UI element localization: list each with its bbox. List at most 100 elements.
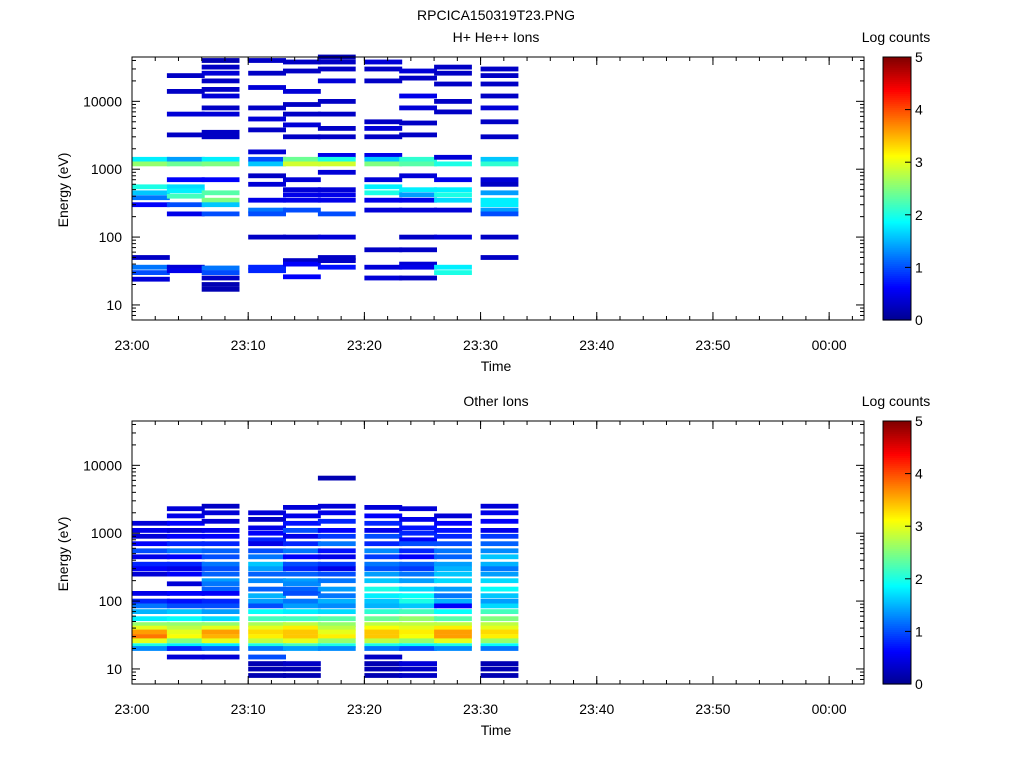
heatmap-cell xyxy=(317,541,356,547)
heatmap-cell xyxy=(248,211,286,217)
colorbar-swatch xyxy=(883,79,911,82)
heatmap-cell xyxy=(317,234,356,240)
colorbar-swatch xyxy=(883,117,911,121)
colorbar-swatch xyxy=(883,447,911,450)
colorbar-swatch xyxy=(883,552,911,556)
colorbar-swatch xyxy=(883,77,911,80)
colorbar-swatch xyxy=(883,489,911,493)
heatmap-cell xyxy=(364,126,403,131)
colorbar-swatch xyxy=(883,479,911,483)
heatmap-cell xyxy=(248,525,286,531)
heatmap-cell xyxy=(434,99,472,104)
colorbar-swatch xyxy=(883,61,911,64)
heatmap-cell xyxy=(283,533,321,539)
heatmap-cell xyxy=(434,528,472,533)
heatmap-cell xyxy=(201,603,240,609)
colorbar-swatch xyxy=(883,178,911,181)
colorbar-swatch xyxy=(883,522,911,525)
y-tick-label: 10000 xyxy=(83,457,122,473)
colorbar-swatch xyxy=(883,675,911,679)
colorbar-swatch xyxy=(883,85,911,88)
heatmap-cell xyxy=(283,666,321,672)
heatmap-cell xyxy=(248,629,286,635)
heatmap-cell xyxy=(132,184,170,190)
colorbar-swatch xyxy=(883,601,911,604)
heatmap-cell xyxy=(166,591,205,596)
heatmap-cell xyxy=(364,603,403,609)
heatmap-cell xyxy=(132,622,170,627)
colorbar-swatch xyxy=(883,299,911,303)
heatmap-cell xyxy=(166,654,205,660)
heatmap-cell xyxy=(480,666,519,672)
colorbar-swatch xyxy=(883,657,911,661)
colorbar-swatch xyxy=(883,166,911,169)
colorbar-swatch xyxy=(883,495,911,499)
colorbar-swatch xyxy=(883,214,911,218)
heatmap-cell xyxy=(317,528,356,533)
heatmap-cell xyxy=(201,541,240,547)
heatmap-cell xyxy=(364,275,403,281)
x-tick-label: 23:20 xyxy=(347,337,382,353)
colorbar-swatch xyxy=(883,586,911,590)
y-tick-label: 100 xyxy=(99,593,123,609)
colorbar-swatch xyxy=(883,174,911,177)
heatmap-cell xyxy=(399,264,437,270)
heatmap-cell xyxy=(480,571,519,577)
heatmap-cell xyxy=(283,122,321,128)
heatmap-cell xyxy=(480,616,519,622)
colorbar-swatch xyxy=(883,548,911,552)
heatmap-cell xyxy=(364,533,403,539)
heatmap-cell xyxy=(317,566,356,572)
colorbar-swatch xyxy=(883,309,911,313)
heatmap-cell xyxy=(317,169,356,175)
heatmap-cell xyxy=(434,207,472,213)
colorbar-swatch xyxy=(883,544,911,548)
colorbar-swatch xyxy=(883,265,911,268)
heatmap-cell xyxy=(434,616,472,622)
colorbar-swatch xyxy=(883,576,911,580)
heatmap-cell xyxy=(480,156,519,162)
heatmap-cell xyxy=(201,622,240,627)
colorbar-frame xyxy=(882,420,912,685)
colorbar-swatch xyxy=(883,524,911,527)
colorbar-swatch xyxy=(883,119,911,123)
heatmap-cell xyxy=(317,629,356,635)
heatmap-cells xyxy=(132,475,519,678)
colorbar-tick-label: 3 xyxy=(915,154,923,170)
heatmap-cell xyxy=(399,625,437,631)
heatmap-cell xyxy=(201,616,240,622)
colorbar-swatch xyxy=(883,170,911,173)
heatmap-cell xyxy=(480,234,519,240)
heatmap-cell xyxy=(317,625,356,631)
colorbar-swatch xyxy=(883,629,911,632)
heatmap-cell xyxy=(480,503,519,509)
colorbar-swatch xyxy=(883,471,911,475)
colorbar-swatch xyxy=(883,501,911,505)
heatmap-cell xyxy=(248,85,286,90)
heatmap-cell xyxy=(317,646,356,651)
heatmap-cell xyxy=(434,593,472,599)
colorbar-swatch xyxy=(883,493,911,497)
colorbar-swatch xyxy=(883,538,911,541)
heatmap-cell xyxy=(201,528,240,533)
colorbar-swatch xyxy=(883,154,911,157)
heatmap-cell xyxy=(364,264,403,270)
colorbar-swatch xyxy=(883,261,911,264)
heatmap-cell xyxy=(201,129,240,135)
colorbar-swatch xyxy=(883,295,911,299)
heatmap-cell xyxy=(283,598,321,604)
heatmap-cell xyxy=(434,234,472,240)
colorbar-swatch xyxy=(883,59,911,62)
heatmap-cell xyxy=(201,554,240,560)
heatmap-cell xyxy=(283,629,321,635)
colorbar-swatch xyxy=(883,129,911,133)
heatmap-cell xyxy=(283,561,321,567)
heatmap-cell xyxy=(201,111,240,117)
heatmap-cell xyxy=(166,211,205,217)
heatmap-cell xyxy=(248,638,286,644)
colorbar-swatch xyxy=(883,421,911,424)
colorbar-swatch xyxy=(883,253,911,256)
heatmap-cell xyxy=(248,643,286,649)
heatmap-cell xyxy=(399,506,437,512)
colorbar-swatch xyxy=(883,588,911,592)
